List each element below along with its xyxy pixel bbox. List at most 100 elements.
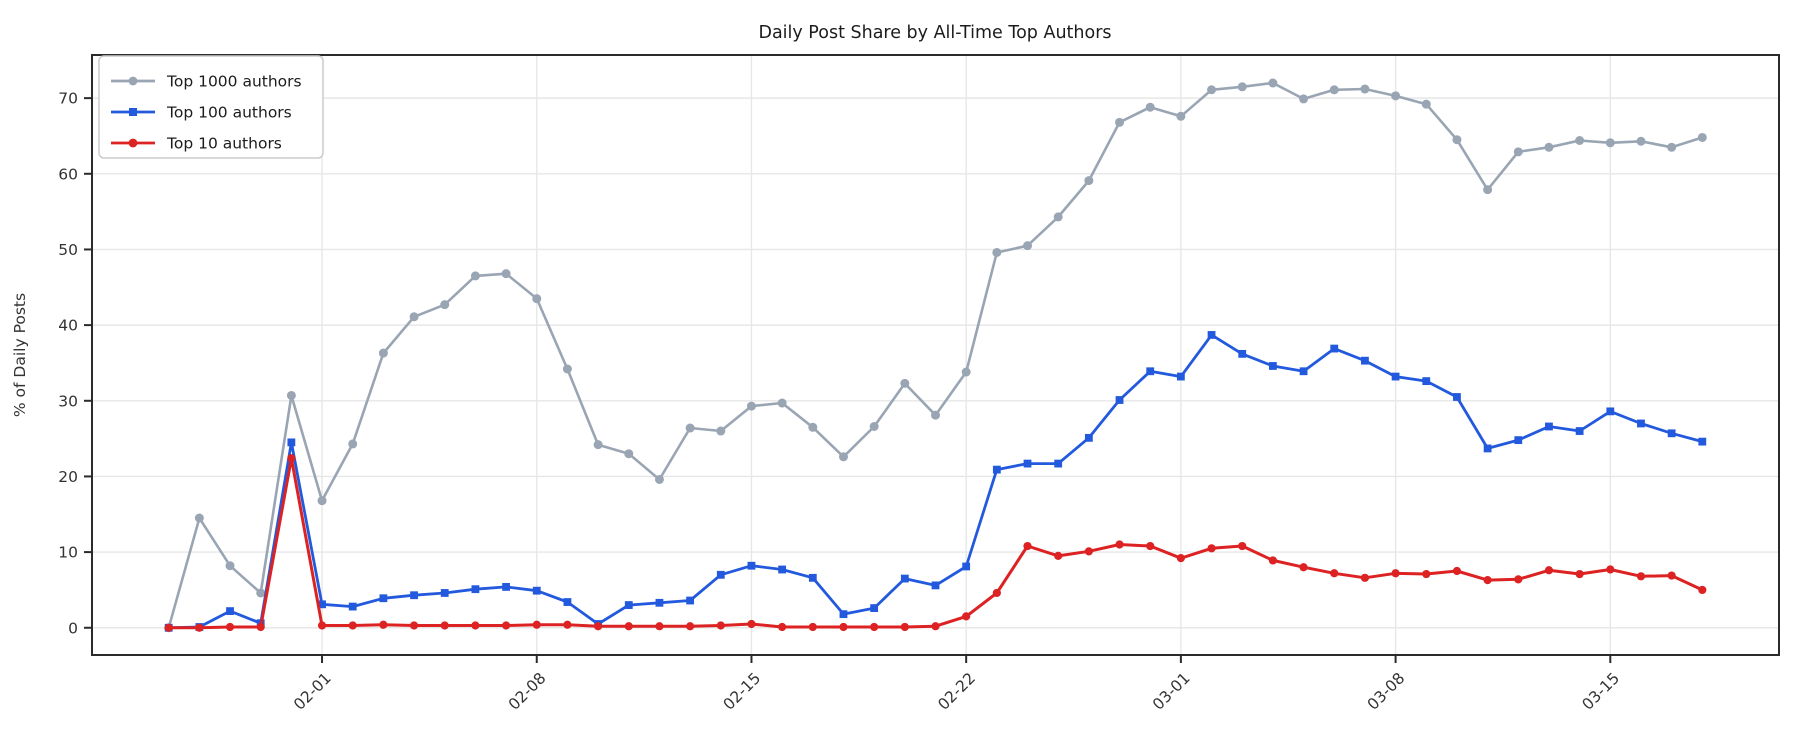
data-point-top-10-authors bbox=[1483, 575, 1492, 585]
data-point-top-1000-authors bbox=[1513, 147, 1523, 157]
legend-label: Top 10 authors bbox=[166, 135, 282, 153]
data-point-top-1000-authors bbox=[409, 312, 419, 322]
data-point-top-100-authors bbox=[563, 598, 572, 606]
data-point-top-10-authors bbox=[348, 621, 357, 630]
data-point-top-1000-authors bbox=[1084, 176, 1094, 186]
chart-title: Daily Post Share by All-Time Top Authors bbox=[758, 23, 1111, 43]
data-point-top-1000-authors bbox=[378, 348, 388, 358]
data-point-top-10-authors bbox=[379, 620, 388, 629]
data-point-top-1000-authors bbox=[900, 378, 910, 388]
y-tick-label: 70 bbox=[58, 90, 78, 108]
data-point-top-100-authors bbox=[532, 586, 541, 595]
data-point-top-100-authors bbox=[1361, 356, 1369, 365]
data-point-top-10-authors bbox=[716, 621, 725, 630]
data-point-top-10-authors bbox=[900, 622, 909, 632]
data-point-top-1000-authors bbox=[654, 474, 664, 484]
data-point-top-10-authors bbox=[1636, 572, 1646, 581]
data-point-top-10-authors bbox=[1084, 547, 1093, 556]
data-point-top-10-authors bbox=[1698, 585, 1707, 595]
data-point-top-10-authors bbox=[471, 621, 480, 630]
data-point-top-100-authors bbox=[1514, 436, 1523, 445]
data-point-top-100-authors bbox=[1238, 349, 1247, 358]
data-point-top-100-authors bbox=[870, 604, 879, 612]
data-point-top-10-authors bbox=[1360, 573, 1370, 582]
legend-label: Top 100 authors bbox=[166, 104, 292, 122]
data-point-top-10-authors bbox=[1606, 565, 1615, 574]
data-point-top-1000-authors bbox=[624, 449, 634, 459]
legend-marker bbox=[128, 76, 138, 86]
y-tick-label: 40 bbox=[58, 317, 78, 335]
data-point-top-1000-authors bbox=[532, 294, 542, 304]
data-point-top-10-authors bbox=[747, 619, 756, 629]
data-point-top-100-authors bbox=[318, 600, 326, 609]
y-tick-label: 60 bbox=[58, 165, 78, 183]
data-point-top-1000-authors bbox=[1575, 135, 1585, 145]
data-point-top-10-authors bbox=[1054, 551, 1063, 560]
data-point-top-10-authors bbox=[1544, 566, 1554, 575]
data-point-top-100-authors bbox=[1054, 459, 1063, 468]
data-point-top-100-authors bbox=[1545, 422, 1553, 431]
data-point-top-100-authors bbox=[1146, 367, 1155, 376]
data-point-top-1000-authors bbox=[440, 300, 450, 310]
data-point-top-100-authors bbox=[1207, 331, 1216, 339]
data-point-top-100-authors bbox=[226, 607, 234, 616]
data-point-top-10-authors bbox=[1115, 540, 1124, 549]
data-point-top-10-authors bbox=[225, 622, 235, 632]
data-point-top-1000-authors bbox=[777, 398, 787, 408]
data-point-top-100-authors bbox=[471, 585, 480, 594]
data-point-top-10-authors bbox=[1299, 563, 1308, 572]
data-point-top-1000-authors bbox=[869, 422, 879, 432]
data-point-top-100-authors bbox=[1575, 427, 1584, 435]
series-line-top-10-authors bbox=[167, 456, 1704, 630]
data-point-top-1000-authors bbox=[716, 426, 726, 436]
data-point-top-100-authors bbox=[1269, 362, 1277, 370]
data-point-top-1000-authors bbox=[1329, 85, 1339, 95]
data-point-top-100-authors bbox=[1391, 372, 1400, 381]
data-point-top-1000-authors bbox=[1237, 82, 1247, 92]
data-point-top-1000-authors bbox=[194, 513, 204, 523]
x-tick-label: 02-01 bbox=[290, 669, 335, 714]
data-point-top-1000-authors bbox=[256, 588, 266, 598]
series-lines bbox=[164, 78, 1707, 633]
data-point-top-1000-authors bbox=[1421, 99, 1431, 109]
data-point-top-100-authors bbox=[655, 598, 664, 607]
data-point-top-100-authors bbox=[778, 565, 787, 574]
legend-label: Top 1000 authors bbox=[166, 73, 302, 91]
data-point-top-1000-authors bbox=[1483, 185, 1493, 195]
data-point-top-1000-authors bbox=[225, 561, 235, 571]
data-point-top-1000-authors bbox=[286, 390, 296, 400]
data-point-top-10-authors bbox=[1575, 569, 1584, 579]
data-point-top-100-authors bbox=[1299, 367, 1308, 376]
data-point-top-10-authors bbox=[778, 622, 787, 632]
data-point-top-100-authors bbox=[1023, 459, 1032, 468]
data-point-top-10-authors bbox=[1176, 554, 1185, 563]
data-point-top-10-authors bbox=[1391, 569, 1400, 578]
data-point-top-1000-authors bbox=[1605, 138, 1615, 148]
data-point-top-10-authors bbox=[287, 454, 296, 463]
x-tick-label: 02-08 bbox=[505, 669, 550, 714]
legend-marker bbox=[128, 138, 138, 148]
data-point-top-1000-authors bbox=[470, 271, 480, 281]
data-point-top-1000-authors bbox=[317, 496, 327, 506]
data-point-top-100-authors bbox=[747, 561, 756, 570]
data-point-top-1000-authors bbox=[1636, 136, 1646, 146]
gridlines bbox=[92, 55, 1779, 655]
data-point-top-10-authors bbox=[1667, 571, 1676, 580]
data-point-top-1000-authors bbox=[685, 423, 695, 433]
data-point-top-100-authors bbox=[992, 465, 1001, 474]
data-point-top-1000-authors bbox=[593, 440, 603, 450]
data-point-top-1000-authors bbox=[501, 269, 511, 279]
data-point-top-10-authors bbox=[839, 622, 848, 632]
data-point-top-100-authors bbox=[410, 591, 418, 600]
data-point-top-1000-authors bbox=[1697, 132, 1707, 142]
data-point-top-10-authors bbox=[440, 621, 449, 630]
data-point-top-10-authors bbox=[655, 622, 664, 631]
data-point-top-1000-authors bbox=[1544, 142, 1554, 152]
data-point-top-10-authors bbox=[1452, 566, 1462, 576]
data-point-top-1000-authors bbox=[1391, 91, 1401, 101]
data-point-top-1000-authors bbox=[931, 410, 940, 420]
data-point-top-1000-authors bbox=[1176, 111, 1186, 121]
data-point-top-100-authors bbox=[440, 589, 449, 597]
data-point-top-10-authors bbox=[1146, 541, 1155, 551]
